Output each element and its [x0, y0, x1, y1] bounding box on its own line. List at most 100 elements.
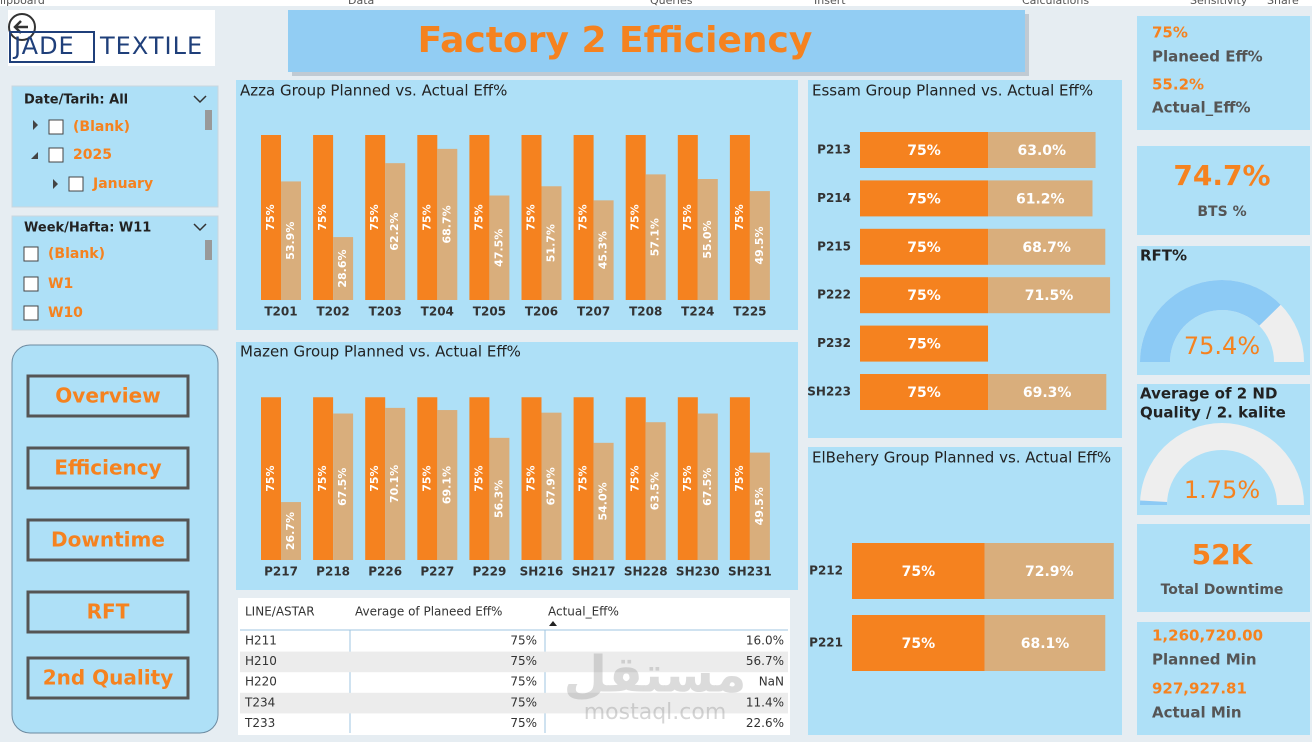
bar [860, 228, 989, 265]
data-label: 75% [472, 204, 485, 230]
x-tick-label: T202 [316, 305, 349, 319]
watermark: مستقل [564, 646, 747, 704]
slicer-chevron[interactable] [193, 223, 207, 232]
x-tick-label: P218 [316, 565, 350, 579]
gauge-title: Average of 2 ND [1140, 385, 1277, 403]
bar [385, 163, 406, 300]
nav-button[interactable] [26, 374, 190, 418]
x-tick-label: P229 [472, 565, 506, 579]
checkbox[interactable] [23, 276, 39, 292]
bar [521, 135, 542, 300]
logo-frame [9, 31, 95, 63]
nav-label: Efficiency [54, 456, 161, 480]
checkbox[interactable] [23, 305, 39, 321]
nav-label: Downtime [51, 528, 165, 552]
bar [852, 543, 985, 599]
bar [385, 407, 406, 560]
checkbox[interactable] [23, 246, 39, 262]
bar [541, 186, 562, 300]
bar [860, 325, 989, 362]
data-label: 75% [907, 385, 941, 401]
bar [261, 397, 281, 560]
bar [729, 135, 750, 300]
slicer-item: (Blank) [73, 119, 130, 135]
checkbox[interactable] [48, 147, 64, 163]
data-label: 28.6% [336, 249, 349, 287]
data-label: 75% [733, 204, 746, 230]
bar [749, 191, 770, 300]
kpi-value: 75% [1152, 24, 1188, 42]
y-tick-label: SH223 [807, 385, 851, 399]
nav-button[interactable] [26, 518, 190, 562]
data-label: 72.9% [1025, 564, 1074, 580]
expander[interactable] [33, 120, 38, 130]
gauge-title: Quality / 2. kalite [1140, 404, 1286, 422]
data-label: 75% [907, 143, 941, 159]
x-tick-label: P227 [420, 565, 454, 579]
bar [984, 615, 1106, 671]
title-banner [288, 10, 1025, 72]
bar [988, 228, 1106, 265]
bar [593, 200, 614, 300]
nav-button[interactable] [26, 446, 190, 490]
data-label: 75% [629, 204, 642, 230]
expander[interactable] [53, 179, 58, 189]
data-label: 70.1% [388, 465, 401, 503]
row-band [240, 692, 788, 714]
data-label: 53.9% [284, 222, 297, 260]
data-label: 75% [525, 465, 538, 491]
table-cell: 11.4% [746, 695, 784, 709]
data-label: 26.7% [284, 512, 297, 550]
slicer-item: W10 [48, 305, 83, 321]
checkbox[interactable] [68, 176, 84, 192]
y-tick-label: P213 [817, 143, 851, 157]
x-tick-label: SH216 [520, 565, 564, 579]
bar [625, 397, 646, 560]
nav-label: Overview [55, 384, 160, 408]
data-label: 71.5% [1025, 288, 1074, 304]
bar [697, 413, 718, 560]
y-tick-label: P221 [809, 636, 843, 650]
data-label: 69.1% [440, 466, 453, 504]
slicer-chevron[interactable] [193, 95, 207, 104]
data-label: 57.1% [649, 218, 662, 256]
nav-button[interactable] [26, 656, 190, 700]
gauge-value: 1.75% [1184, 476, 1260, 504]
nav-button[interactable] [26, 590, 190, 634]
x-tick-label: T225 [733, 305, 766, 319]
bar [333, 413, 354, 560]
slicer-header: Date/Tarih: All [24, 93, 128, 108]
bar [489, 437, 510, 560]
data-label: 75% [902, 564, 936, 580]
sort-indicator [549, 621, 557, 626]
bar [333, 237, 354, 300]
slicer-header: Week/Hafta: W11 [24, 221, 151, 236]
data-label: 68.7% [1022, 240, 1071, 256]
dashboard-title: Factory 2 Efficiency [418, 20, 813, 61]
slicer-panel [11, 215, 219, 331]
x-tick-label: T204 [421, 305, 454, 319]
bar [988, 374, 1107, 410]
data-label: 75% [733, 465, 746, 491]
ribbon-label: Data [348, 0, 374, 7]
x-tick-label: SH231 [728, 565, 772, 579]
data-label: 75% [316, 204, 329, 230]
data-label: 67.9% [545, 467, 558, 505]
slicer-panel [11, 85, 219, 208]
ribbon-label: Calculations [1022, 0, 1089, 7]
bar [261, 135, 281, 300]
expander[interactable] [31, 152, 38, 159]
data-label: 45.3% [597, 231, 610, 269]
data-label: 63.0% [1018, 143, 1067, 159]
checkbox[interactable] [48, 119, 64, 135]
x-tick-label: T201 [264, 305, 297, 319]
bar [573, 135, 594, 300]
kpi-card [1137, 524, 1310, 612]
data-label: 75% [368, 204, 381, 230]
bar [573, 397, 594, 560]
data-label: 61.2% [1016, 191, 1065, 207]
table-header: Average of Planeed Eff% [355, 605, 502, 619]
ribbon-label: lipboard [0, 0, 45, 7]
chart-title: ElBehery Group Planned vs. Actual Eff% [812, 449, 1111, 467]
kpi-value: 52K [1192, 538, 1254, 571]
